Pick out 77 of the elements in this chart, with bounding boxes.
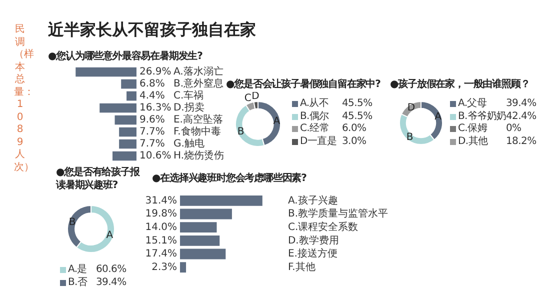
data-label: 45.5% xyxy=(342,98,372,110)
data-label: 10.6% xyxy=(139,150,172,162)
bar xyxy=(119,127,136,137)
chart-title: ●您是否有给孩子报读暑期兴趣班? xyxy=(56,166,141,192)
bar xyxy=(180,248,226,260)
legend-label: C.保姆 xyxy=(458,123,488,136)
data-label: 17.4% xyxy=(145,248,177,260)
bar xyxy=(100,103,136,113)
text: 0% xyxy=(506,123,522,134)
chart-title: ●您是否会让孩子暑假独自留在家中? xyxy=(226,78,380,91)
data-label: 4.4% xyxy=(139,90,165,102)
data-label: 39.4% xyxy=(96,276,126,289)
chart-title: ●孩子放假在家，一般由谁照顾？ xyxy=(390,78,530,91)
bar xyxy=(112,151,136,161)
data-label: 6.8% xyxy=(139,78,165,90)
data-label: 2.3% xyxy=(152,262,177,273)
bar xyxy=(180,235,220,246)
text: C xyxy=(244,93,252,104)
legend-label: B.否 xyxy=(68,276,88,289)
data-label: 16.3% xyxy=(139,102,172,114)
data-label: 15.1% xyxy=(145,235,177,246)
text: 近半家长从不留孩子独自在家 xyxy=(48,20,256,41)
y-tick-label: G.触电 xyxy=(173,138,204,150)
data-label: 14.0% xyxy=(145,222,177,233)
y-tick-label: E.高空坠落 xyxy=(173,114,223,126)
legend-label: A.父母 xyxy=(458,98,488,110)
data-label: 3.0% xyxy=(342,136,366,148)
bar xyxy=(76,67,136,77)
legend-label: B.偶尔 xyxy=(300,110,330,122)
y-tick-label: F.食物中毒 xyxy=(173,126,221,138)
legend-label: B.爷爷奶奶 xyxy=(458,110,506,123)
text: D xyxy=(407,102,416,114)
chart-title: ●您认为哪些意外最容易在暑期发生? xyxy=(48,50,202,63)
bar xyxy=(180,222,217,233)
chart-title: ●在选择兴趣班时您会考虑哪些因素? xyxy=(152,172,306,185)
data-label: 45.5% xyxy=(342,110,372,123)
legend-label: C.经常 xyxy=(300,123,330,136)
y-tick-label: D.教学费用 xyxy=(288,234,339,246)
y-tick-label: C.车祸 xyxy=(173,90,204,102)
text: A xyxy=(106,230,114,242)
bar xyxy=(180,262,186,273)
legend-label: A.是 xyxy=(68,264,88,276)
text: A xyxy=(273,116,280,127)
bar xyxy=(126,91,136,101)
bar xyxy=(121,79,136,89)
bar xyxy=(119,139,136,149)
data-label: 7.7% xyxy=(139,126,165,138)
y-tick-label: B.教学质量与监管水平 xyxy=(288,208,388,220)
y-tick-label: A.孩子兴趣 xyxy=(288,194,338,206)
data-label: 60.6% xyxy=(96,264,126,276)
data-label: 9.6% xyxy=(139,114,165,126)
data-label: 7.7% xyxy=(139,138,165,150)
y-tick-label: F.其他 xyxy=(288,260,316,273)
data-label: 39.4% xyxy=(506,98,536,110)
y-tick-label: E.接送方便 xyxy=(288,248,338,260)
data-label: 6.0% xyxy=(342,123,366,136)
y-tick-label: C.课程安全系数 xyxy=(288,220,358,233)
y-tick-label: B.意外窒息 xyxy=(173,78,224,90)
legend-label: A.从不 xyxy=(300,98,330,110)
y-tick-label: H.烧伤烫伤 xyxy=(173,150,224,162)
data-label: 42.4% xyxy=(506,110,536,123)
data-label: 19.8% xyxy=(145,208,177,220)
bar xyxy=(180,208,232,220)
data-label: 18.2% xyxy=(506,136,536,148)
text: 民调（样本总量：1089人次） xyxy=(14,24,34,172)
bar xyxy=(180,195,262,206)
text: B xyxy=(237,126,244,138)
y-tick-label: A.落水溺亡 xyxy=(173,66,224,78)
y-tick-label: D.拐卖 xyxy=(173,102,204,114)
text: D xyxy=(252,91,260,102)
text: B xyxy=(68,217,76,228)
text: B xyxy=(406,132,414,143)
legend-label: D.其他 xyxy=(458,136,489,148)
bar xyxy=(114,115,136,125)
data-label: 26.9% xyxy=(139,66,172,78)
data-label: 31.4% xyxy=(145,195,177,206)
legend-label: D一直是 xyxy=(300,136,338,148)
